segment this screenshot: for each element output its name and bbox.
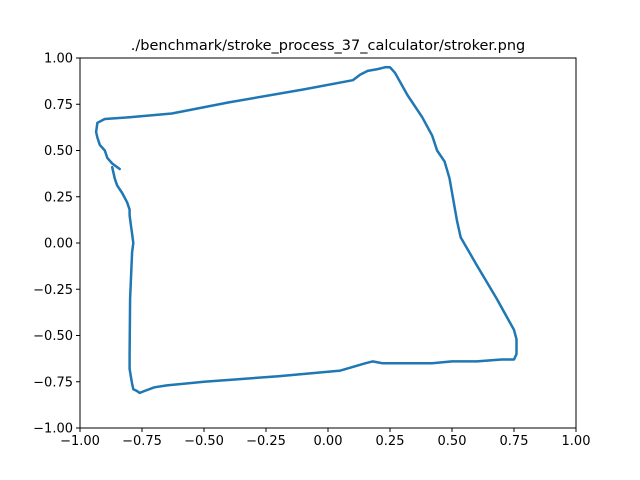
y-tick-label: −0.50 (33, 329, 73, 344)
x-tick-label: −0.75 (122, 434, 162, 449)
series-line-0 (94, 66, 518, 395)
y-tick-label: −0.25 (33, 283, 73, 298)
x-tick-label: 0.50 (438, 434, 467, 449)
y-tick-label: 0.75 (44, 98, 73, 113)
series-layer (94, 66, 518, 395)
x-axis: −1.00 −0.75 −0.50 −0.25 0.00 0.25 0.50 0.75 1.00 (60, 428, 590, 449)
x-tick-label: −0.25 (246, 434, 286, 449)
chart-title: ./benchmark/stroke_process_37_calculator… (131, 38, 525, 54)
y-tick-label: 0.00 (44, 237, 73, 252)
x-tick-label: −1.00 (60, 434, 100, 449)
x-tick-label: 1.00 (562, 434, 591, 449)
y-tick-label: 0.50 (44, 144, 73, 159)
x-tick-label: 0.75 (500, 434, 529, 449)
y-tick-label: −0.75 (33, 375, 73, 390)
y-tick-label: 1.00 (44, 52, 73, 67)
x-tick-label: 0.25 (376, 434, 405, 449)
y-axis: 1.00 0.75 0.50 0.25 0.00 −0.25 −0.50 −0.75 −1.00 (33, 52, 80, 437)
x-tick-label: −0.50 (184, 434, 224, 449)
x-tick-label: 0.00 (314, 434, 343, 449)
y-tick-label: 0.25 (44, 190, 73, 205)
y-tick-label: −1.00 (33, 422, 73, 437)
